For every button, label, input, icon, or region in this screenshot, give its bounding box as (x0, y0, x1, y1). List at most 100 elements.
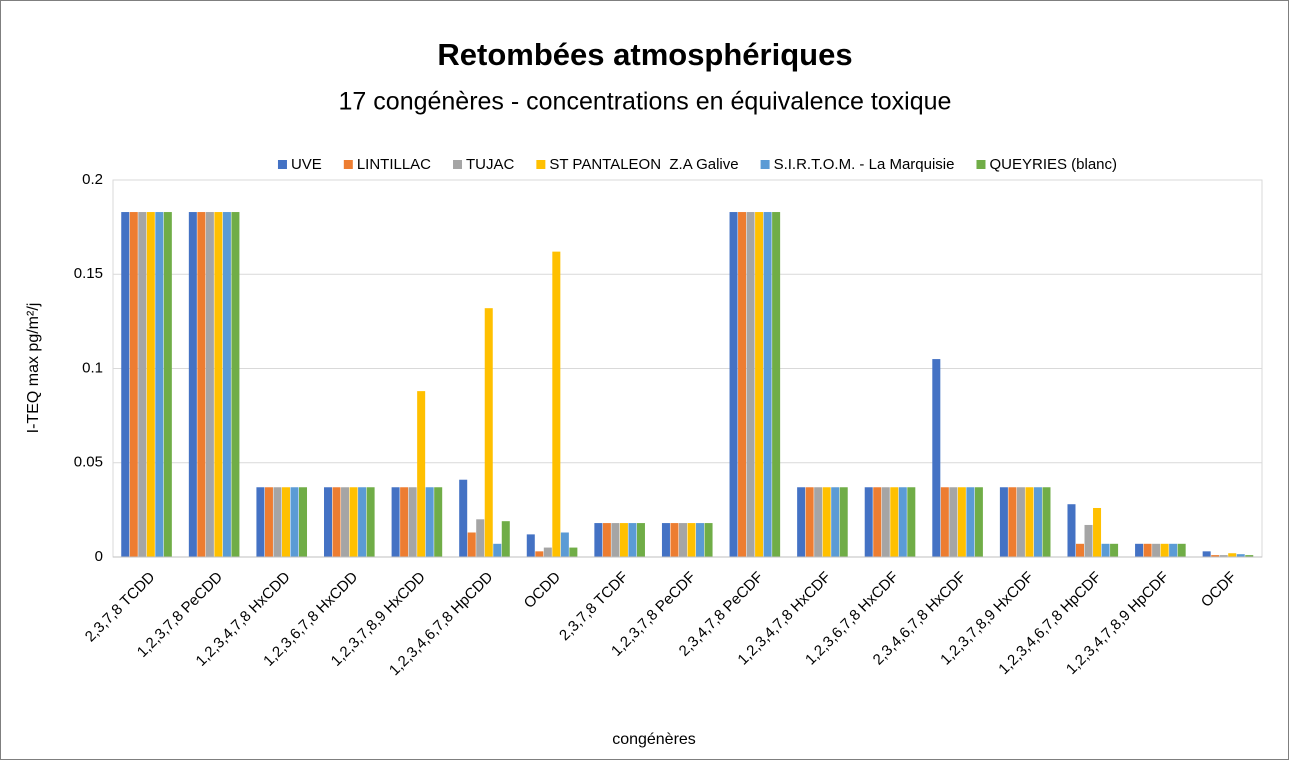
bar (1135, 543, 1144, 557)
bar (763, 212, 772, 558)
bar (670, 523, 679, 557)
bar (797, 487, 806, 557)
bar (1160, 543, 1169, 557)
bar (1025, 487, 1034, 557)
bar (476, 519, 485, 557)
legend-swatch (976, 160, 986, 169)
bar (949, 487, 958, 557)
bar (129, 212, 138, 558)
bar (264, 487, 273, 557)
bar (146, 212, 155, 558)
bar (467, 532, 476, 557)
chart-title: Retombées atmosphériques (437, 37, 852, 72)
bar (755, 212, 764, 558)
bar (281, 487, 290, 557)
y-tick-label: 0.1 (82, 359, 103, 376)
legend-swatch (536, 160, 546, 169)
bar (729, 212, 738, 558)
bar (738, 212, 747, 558)
bar (1093, 507, 1102, 557)
y-tick-label: 0.05 (74, 454, 103, 471)
bar (1101, 543, 1110, 557)
bar (1202, 551, 1211, 557)
bar (1008, 487, 1017, 557)
bar (746, 212, 755, 558)
legend-label: UVE (291, 156, 322, 173)
bar (1211, 555, 1220, 557)
bar (881, 487, 890, 557)
bar (1219, 555, 1228, 557)
bar (1152, 543, 1161, 557)
bar (1169, 543, 1178, 557)
bar (552, 251, 561, 557)
bar (898, 487, 907, 557)
bar (661, 523, 670, 557)
bar (417, 391, 426, 557)
bar (636, 523, 645, 557)
bar (1084, 524, 1093, 557)
bar (501, 521, 510, 557)
bar (358, 487, 367, 557)
legend-label: QUEYRIES (blanc) (989, 156, 1117, 173)
bar (1016, 487, 1025, 557)
bar (324, 487, 333, 557)
bar (594, 523, 603, 557)
bar (602, 523, 611, 557)
bar (814, 487, 823, 557)
bar (214, 212, 223, 558)
legend-label: LINTILLAC (357, 156, 431, 173)
bar (459, 479, 468, 557)
bar (1228, 553, 1237, 557)
bar (569, 547, 578, 557)
bar (400, 487, 409, 557)
bar (290, 487, 299, 557)
bar (425, 487, 434, 557)
legend-swatch (277, 160, 287, 169)
bar (273, 487, 282, 557)
bar (1075, 543, 1085, 557)
bar (155, 212, 164, 558)
bar (434, 487, 443, 557)
bar (1067, 504, 1076, 557)
bar (907, 487, 916, 557)
bar (974, 487, 983, 557)
legend-label: S.I.R.T.O.M. - La Marquisie (774, 156, 955, 173)
bar (366, 487, 375, 557)
bar (188, 212, 197, 558)
bar (138, 212, 147, 558)
bar (256, 487, 265, 557)
bar (932, 359, 941, 557)
legend-label: TUJAC (466, 156, 515, 173)
bar (890, 487, 899, 557)
bar (1143, 543, 1152, 557)
bar (805, 487, 814, 557)
legend-swatch (760, 160, 770, 169)
bar (560, 532, 569, 557)
bar (873, 487, 882, 557)
bar (543, 547, 552, 557)
x-axis-label: congénères (612, 731, 696, 748)
bar (231, 212, 240, 558)
bar (619, 523, 628, 557)
y-axis-label: I-TEQ max pg/m²/j (25, 303, 42, 434)
bar (1042, 487, 1051, 557)
bar (341, 487, 350, 557)
bar (839, 487, 848, 557)
legend-swatch (343, 160, 353, 169)
y-tick-label: 0.15 (74, 265, 103, 282)
bar (493, 543, 502, 557)
bar (408, 487, 417, 557)
bar (611, 523, 620, 557)
bar (535, 551, 544, 557)
bar (957, 487, 966, 557)
legend: UVE LINTILLAC TUJAC ST PANTALEON Z.A Galive… (277, 156, 1117, 173)
bar (484, 308, 493, 557)
bar (205, 212, 214, 558)
bar (1245, 555, 1254, 557)
bar (864, 487, 873, 557)
bar (349, 487, 358, 557)
y-tick-label: 0 (95, 548, 103, 565)
bar (1033, 487, 1042, 557)
bar (678, 523, 687, 557)
bar (628, 523, 637, 557)
